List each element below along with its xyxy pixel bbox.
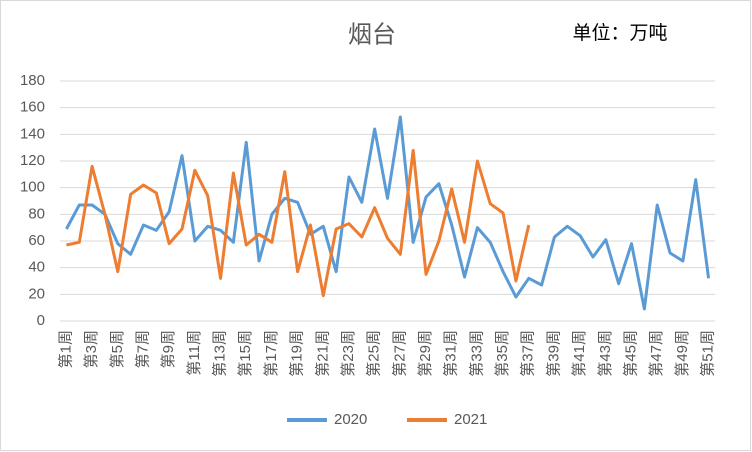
x-tick-label: 第23周 (339, 330, 357, 377)
x-tick-label: 第37周 (519, 330, 537, 377)
x-tick-label: 第13周 (211, 330, 229, 377)
y-tick-label: 0 (37, 312, 45, 329)
legend-label: 2021 (454, 411, 487, 428)
x-tick-label: 第15周 (236, 330, 254, 377)
y-tick-label: 60 (28, 232, 45, 249)
legend-label: 2020 (334, 411, 367, 428)
x-tick-label: 第39周 (544, 330, 562, 377)
y-tick-label: 120 (20, 152, 45, 169)
y-tick-label: 100 (20, 179, 45, 196)
series-line (66, 148, 531, 298)
x-tick-label: 第21周 (313, 330, 331, 377)
x-tick-label: 第33周 (467, 330, 485, 377)
x-tick-label: 第1周 (56, 330, 74, 368)
x-tick-label: 第35周 (493, 330, 511, 377)
x-tick-label: 第5周 (108, 330, 126, 368)
y-tick-label: 140 (20, 125, 45, 142)
x-tick-label: 第11周 (185, 330, 203, 376)
y-tick-label: 40 (28, 259, 45, 276)
x-tick-label: 第43周 (596, 330, 614, 377)
x-tick-label: 第51周 (699, 330, 717, 377)
x-tick-label: 第29周 (416, 330, 434, 377)
chart-title: 烟台 (348, 21, 396, 48)
x-tick-label: 第9周 (159, 330, 177, 368)
series-line (65, 115, 711, 311)
y-tick-label: 80 (28, 205, 45, 222)
x-tick-label: 第27周 (390, 330, 408, 377)
x-tick-label: 第25周 (365, 330, 383, 377)
y-tick-label: 180 (20, 72, 45, 89)
x-tick-label: 第49周 (673, 330, 691, 377)
x-tick-label: 第7周 (133, 330, 151, 368)
x-tick-label: 第31周 (442, 330, 460, 377)
x-tick-label: 第45周 (621, 330, 639, 377)
y-tick-label: 160 (20, 99, 45, 116)
x-tick-label: 第41周 (570, 330, 588, 377)
y-tick-label: 20 (28, 285, 45, 302)
x-tick-label: 第19周 (288, 330, 306, 377)
x-tick-label: 第17周 (262, 330, 280, 377)
x-tick-label: 第3周 (82, 330, 100, 368)
x-tick-label: 第47周 (647, 330, 665, 377)
unit-label: 单位：万吨 (572, 22, 667, 44)
